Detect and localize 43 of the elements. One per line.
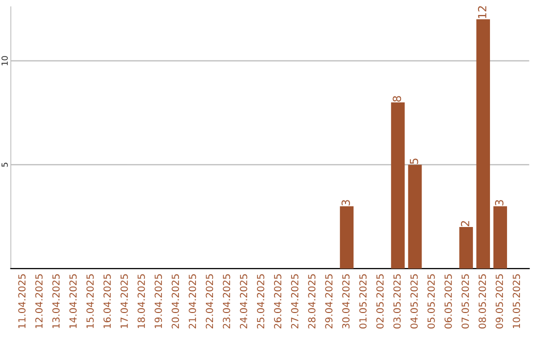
x-tick-label: 08.05.2025 xyxy=(478,274,486,328)
x-tick-label: 03.05.2025 xyxy=(393,274,401,328)
x-tick-label: 25.04.2025 xyxy=(256,274,264,328)
x-tick-label: 04.05.2025 xyxy=(410,274,418,328)
x-tick-label: 29.04.2025 xyxy=(325,274,333,328)
bar xyxy=(459,227,473,269)
x-tick-label: 27.04.2025 xyxy=(291,274,298,328)
bar xyxy=(476,19,490,269)
x-tick-label: 20.04.2025 xyxy=(172,274,180,328)
x-tick-label: 07.05.2025 xyxy=(462,274,469,328)
x-tick-label: 01.05.2025 xyxy=(359,274,367,328)
x-tick-label: 22.04.2025 xyxy=(206,274,214,328)
x-tick-label: 14.04.2025 xyxy=(69,274,77,328)
x-tick-label: 10.05.2025 xyxy=(512,274,520,328)
x-tick-label: 02.05.2025 xyxy=(376,274,384,328)
x-tick-label: 16.04.2025 xyxy=(103,274,111,328)
x-tick-label: 28.04.2025 xyxy=(308,274,316,328)
x-tick-label: 15.04.2025 xyxy=(86,274,94,328)
x-tick-label: 24.04.2025 xyxy=(240,274,248,328)
x-tick-label: 13.04.2025 xyxy=(52,274,60,328)
bar xyxy=(340,206,354,269)
bar xyxy=(408,164,422,269)
x-tick-label: 18.04.2025 xyxy=(138,274,145,328)
bar xyxy=(391,102,405,269)
x-tick-label: 09.05.2025 xyxy=(496,274,504,328)
x-tick-label: 12.04.2025 xyxy=(35,274,43,328)
x-tick-label: 06.05.2025 xyxy=(444,274,452,328)
x-tick-label: 26.04.2025 xyxy=(274,274,282,328)
x-tick-label: 30.04.2025 xyxy=(342,274,350,328)
data-label: 5 xyxy=(410,158,418,164)
x-tick-label: 17.04.2025 xyxy=(120,274,128,328)
y-tick-label: 10 xyxy=(1,56,8,66)
data-label: 8 xyxy=(392,96,402,102)
bar xyxy=(493,206,508,269)
x-tick-label: 05.05.2025 xyxy=(427,274,435,328)
data-label: 12 xyxy=(478,6,486,18)
data-label: 3 xyxy=(495,200,504,206)
x-tick-label: 23.04.2025 xyxy=(222,274,230,328)
data-label: 2 xyxy=(460,221,470,226)
x-tick-label: 11.04.2025 xyxy=(18,274,26,328)
data-label: 3 xyxy=(342,200,350,206)
x-tick-label: 19.04.2025 xyxy=(154,274,162,328)
x-tick-label: 21.04.2025 xyxy=(188,274,196,328)
